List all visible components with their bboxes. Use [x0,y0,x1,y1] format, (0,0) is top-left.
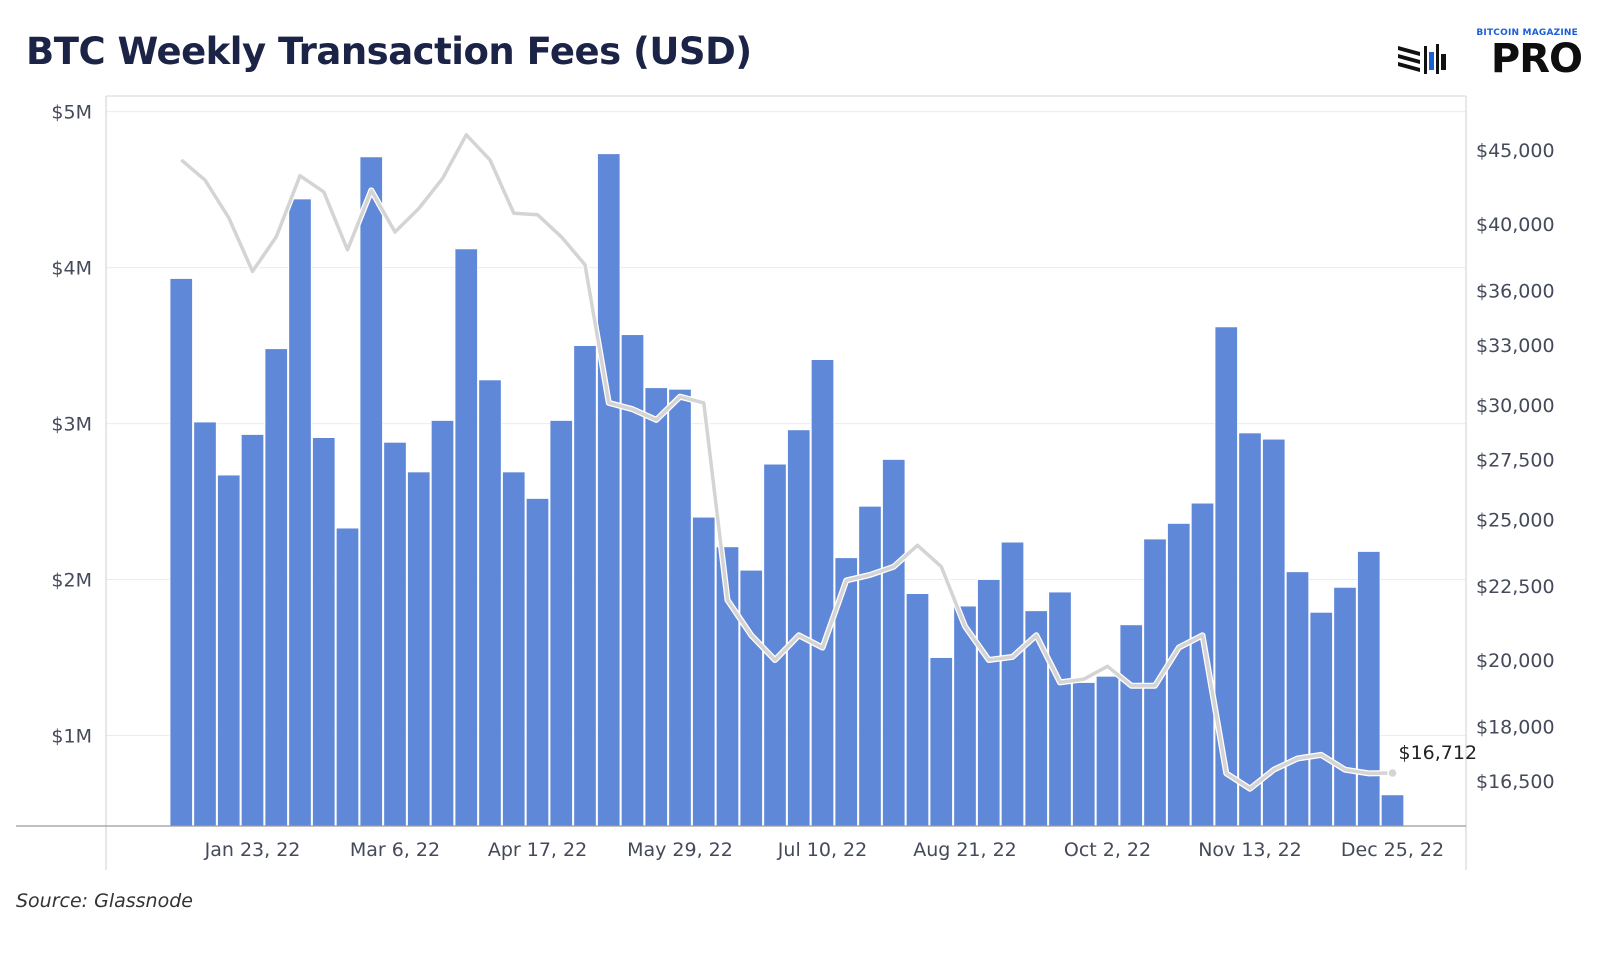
x-tick-label: Dec 25, 22 [1341,839,1444,861]
fee-bar [1238,432,1262,827]
fee-bar [478,379,502,827]
fee-bar [240,434,265,827]
fee-bar [644,387,668,827]
fee-bar [430,420,455,827]
x-tick-label: Mar 6, 22 [350,839,440,861]
fee-bar [1357,551,1381,827]
fee-bar [597,153,621,827]
right-tick-label: $27,500 [1476,450,1555,472]
left-tick-label: $4M [51,258,92,280]
fee-bar [264,348,288,827]
x-tick-label: Oct 2, 22 [1064,839,1151,861]
x-tick-label: Jan 23, 22 [204,839,301,861]
left-tick-label: $3M [51,414,92,436]
fee-bar [739,569,763,827]
fee-bar [288,198,312,827]
x-tick-label: Apr 17, 22 [488,839,587,861]
fee-bar [573,345,597,827]
x-tick-label: Jul 10, 22 [777,839,867,861]
last-price-label: $16,712 [1399,742,1478,764]
left-tick-label: $2M [51,570,92,592]
right-tick-label: $40,000 [1476,214,1555,236]
fee-bar [1333,586,1357,827]
fee-bar [668,388,692,827]
fee-bar [882,459,906,827]
fee-bar [1000,541,1025,827]
fee-bar [929,657,953,827]
left-tick-label: $5M [51,102,92,124]
right-tick-label: $25,000 [1476,510,1555,532]
fee-bar [905,593,930,827]
fee-bar [549,420,573,827]
right-tick-label: $18,000 [1476,716,1555,738]
fee-bar [217,474,241,827]
x-tick-label: Nov 13, 22 [1198,839,1302,861]
x-tick-label: May 29, 22 [627,839,733,861]
fee-bar [1309,611,1333,827]
left-tick-label: $1M [51,726,92,748]
fee-bar [454,248,478,827]
fee-bar [169,278,193,827]
last-price-marker [1387,767,1398,779]
fee-bar [1285,571,1310,827]
fee-bar [692,516,716,827]
right-tick-label: $33,000 [1476,335,1555,357]
brand-name: PRO [1490,36,1583,82]
fee-bar [763,463,787,827]
fee-bar [787,429,811,827]
fee-bar [1380,794,1405,827]
fee-bar [407,471,431,827]
fee-bar [1214,326,1238,827]
fee-bar [1095,675,1120,827]
fee-bar [1167,522,1191,827]
fee-bar [335,527,360,827]
price-line [180,133,1393,791]
source-note: Source: Glassnode [16,890,193,912]
fee-bar [502,471,526,827]
chart-title: BTC Weekly Transaction Fees (USD) [26,30,752,73]
right-tick-label: $16,500 [1476,771,1555,793]
fee-bar [1072,682,1096,827]
fee-bar [977,579,1001,827]
right-tick-label: $20,000 [1476,650,1555,672]
x-tick-label: Aug 21, 22 [913,839,1017,861]
bitcoin-magazine-icon [1398,44,1446,74]
fee-bar [1119,624,1143,827]
brand-logo: BITCOIN MAGAZINE PRO [1396,26,1586,82]
right-tick-label: $45,000 [1476,140,1555,162]
right-tick-label: $22,500 [1476,576,1555,598]
fee-bar [193,421,217,827]
right-tick-label: $30,000 [1476,395,1555,417]
fee-bar [359,156,383,827]
fees-chart: $1M $2M $3M $4M $5M $16,500 $18,000 $20,000 $22,… [16,95,1555,870]
right-tick-label: $36,000 [1476,280,1555,302]
fee-bar [858,505,882,827]
fee-bar [525,498,550,827]
fee-bar [810,359,835,827]
fee-bar [383,441,407,827]
brand-subtitle: BITCOIN MAGAZINE [1476,28,1578,38]
fee-bar [1048,591,1072,827]
fee-bar [312,437,336,827]
